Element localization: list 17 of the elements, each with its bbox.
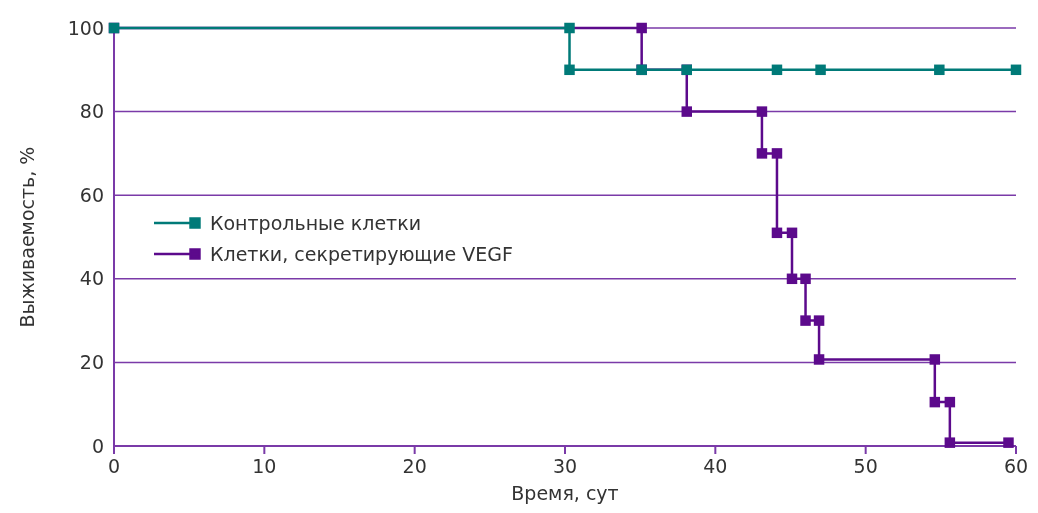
x-axis-title: Время, сут [511,482,619,504]
x-tick-label: 60 [1003,455,1029,477]
x-tick-label: 30 [552,455,578,477]
y-tick-label: 80 [79,100,104,123]
y-tick-label: 100 [67,16,104,39]
x-tick-label: 10 [252,455,277,477]
x-tick-label: 50 [853,455,878,477]
x-tick-label: 40 [703,455,728,477]
y-tick-label: 40 [79,267,104,290]
legend-label: Контрольные клетки [210,211,421,234]
y-tick-label: 0 [91,434,104,457]
x-tick-label: 0 [107,455,121,477]
y-tick-label: 20 [79,351,104,374]
y-tick-label: 60 [79,183,104,206]
y-axis-title: Выживаемость, % [16,146,38,328]
x-tick-label: 20 [402,455,427,477]
legend-label: Клетки, секретирующие VEGF [210,242,513,265]
